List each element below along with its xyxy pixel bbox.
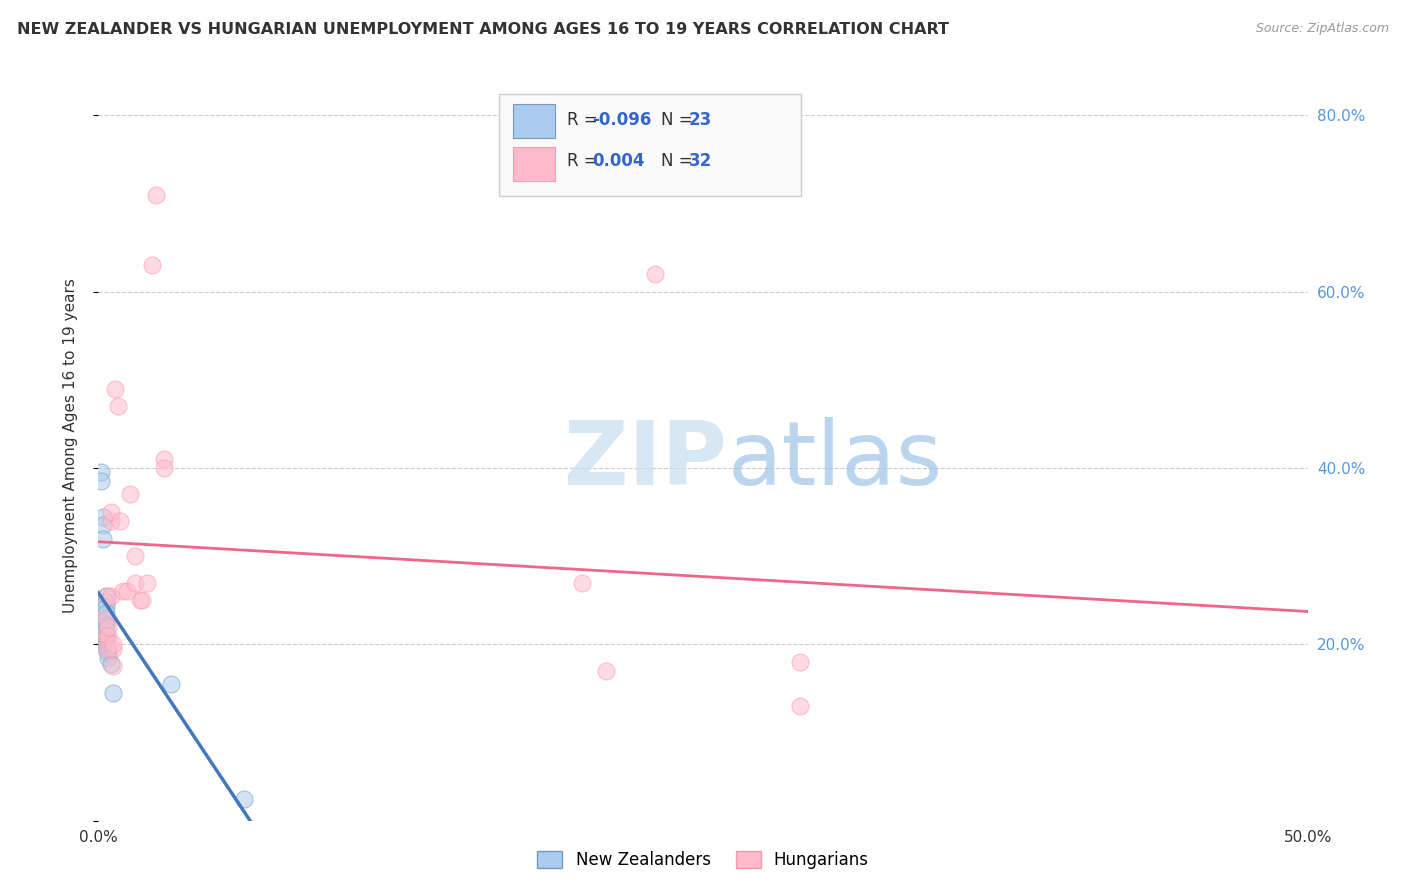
Point — [94, 613, 117, 627]
Text: atlas: atlas — [727, 417, 942, 505]
Text: 32: 32 — [689, 153, 713, 170]
Y-axis label: Unemployment Among Ages 16 to 19 years: Unemployment Among Ages 16 to 19 years — [63, 278, 77, 614]
Point — [94, 618, 117, 632]
Point — [94, 595, 117, 609]
Point — [145, 187, 167, 202]
Text: ZIP: ZIP — [564, 417, 727, 505]
Point — [117, 584, 139, 599]
Point — [100, 505, 122, 519]
Point — [91, 509, 114, 524]
Point — [101, 659, 124, 673]
Point — [100, 589, 122, 603]
Point — [107, 400, 129, 414]
Point — [90, 475, 112, 489]
Point — [141, 258, 163, 272]
Text: N =: N = — [661, 112, 697, 129]
Point — [94, 611, 117, 625]
Point — [160, 677, 183, 691]
Point — [124, 575, 146, 590]
Point — [91, 518, 114, 533]
Text: -0.096: -0.096 — [592, 112, 651, 129]
Point — [111, 584, 134, 599]
Point — [94, 641, 117, 656]
Point — [118, 487, 141, 501]
Point — [101, 686, 124, 700]
Point — [94, 624, 117, 638]
Point — [100, 657, 122, 671]
Point — [152, 452, 174, 467]
Point — [94, 628, 117, 642]
Point — [94, 607, 117, 621]
Point — [90, 466, 112, 480]
Point — [571, 575, 593, 590]
Point — [94, 641, 117, 656]
Point — [97, 589, 120, 603]
Point — [644, 267, 666, 281]
Point — [232, 791, 254, 805]
Point — [108, 514, 131, 528]
Point — [97, 620, 120, 634]
Point — [97, 646, 120, 660]
Text: R =: R = — [567, 153, 603, 170]
Point — [100, 514, 122, 528]
Point — [135, 575, 157, 590]
Text: 23: 23 — [689, 112, 713, 129]
Point — [94, 589, 117, 603]
Point — [128, 593, 150, 607]
Point — [94, 628, 117, 642]
Point — [595, 664, 617, 678]
Point — [101, 641, 124, 656]
Point — [789, 655, 811, 669]
Point — [104, 382, 127, 396]
Text: NEW ZEALANDER VS HUNGARIAN UNEMPLOYMENT AMONG AGES 16 TO 19 YEARS CORRELATION CH: NEW ZEALANDER VS HUNGARIAN UNEMPLOYMENT … — [17, 22, 949, 37]
Text: Source: ZipAtlas.com: Source: ZipAtlas.com — [1256, 22, 1389, 36]
Point — [124, 549, 146, 564]
Point — [94, 632, 117, 647]
Point — [789, 699, 811, 714]
Point — [131, 593, 153, 607]
Point — [94, 637, 117, 651]
Text: 0.004: 0.004 — [592, 153, 644, 170]
Point — [101, 637, 124, 651]
Point — [91, 532, 114, 546]
Point — [94, 600, 117, 615]
Point — [97, 628, 120, 642]
Point — [97, 641, 120, 656]
Text: R =: R = — [567, 112, 603, 129]
Point — [152, 461, 174, 475]
Text: N =: N = — [661, 153, 697, 170]
Point — [97, 650, 120, 665]
Legend: New Zealanders, Hungarians: New Zealanders, Hungarians — [530, 845, 876, 876]
